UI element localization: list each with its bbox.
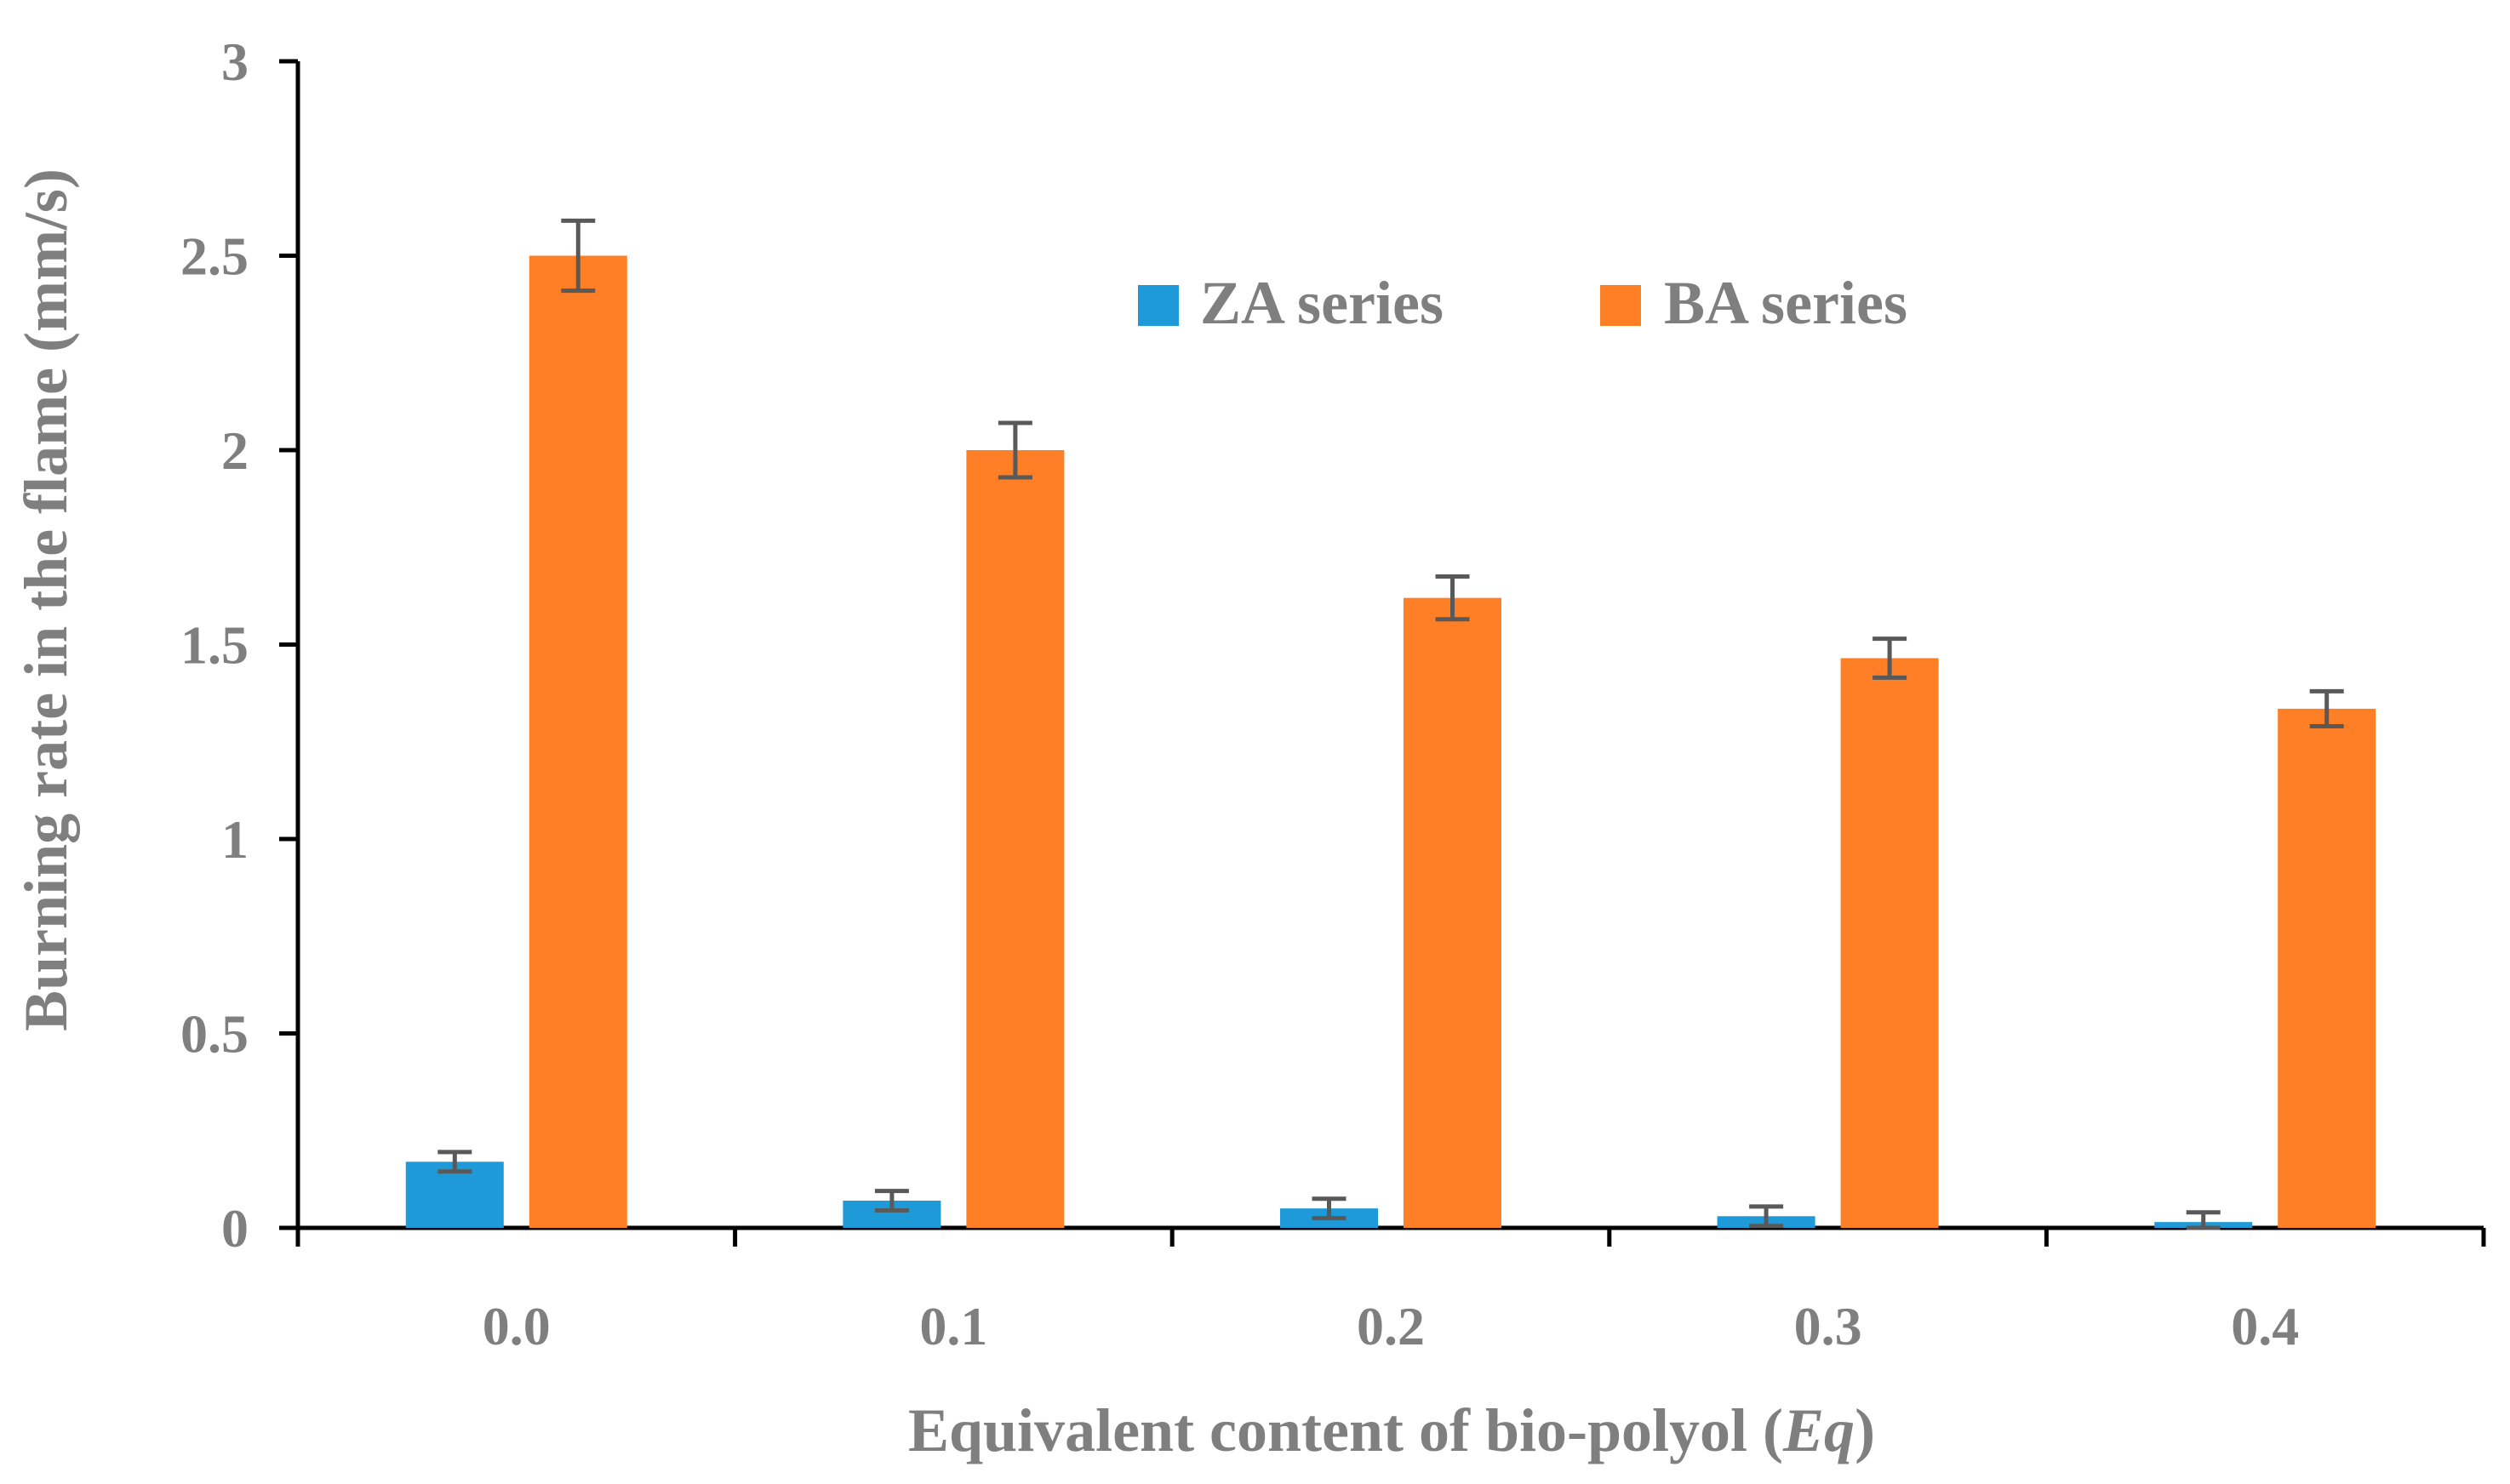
ba-error-bar [561,218,596,294]
ba-error-bar [2309,688,2344,728]
y-tick-labels: 0 0.5 1 1.5 2 2.5 3 [180,31,249,1259]
axes [279,59,2486,1247]
legend-label-za: ZA series [1200,269,1444,337]
y-axis-title: Burning rate in the flame (mm/s) [12,168,80,1031]
ba-bar [2278,708,2376,1228]
error-bars [437,218,2344,1230]
x-tick-label: 0.3 [1794,1296,1862,1356]
legend-label-ba: BA series [1664,269,1907,337]
x-tick-label: 0.2 [1357,1296,1425,1356]
x-axis-title-italic: Eq [1782,1396,1855,1464]
x-tick-label: 0.4 [2231,1296,2299,1356]
x-tick-labels: 0.0 0.1 0.2 0.3 0.4 [483,1296,2299,1356]
za-error-bar [437,1150,472,1174]
y-tick-label: 2.5 [180,226,249,287]
ba-bar [1840,658,1939,1228]
za-error-bar [2186,1210,2221,1230]
y-tick-label: 0.5 [180,1004,249,1064]
y-tick-label: 0 [221,1198,249,1259]
legend: ZA series BA series [1138,269,1907,337]
x-axis-title-end: ) [1855,1396,1875,1464]
ba-error-bar [1872,636,1907,680]
ba-bar [1404,597,1501,1228]
x-axis-title-main: Equivalent content of bio-polyol ( [908,1396,1783,1464]
ba-bar [529,255,627,1228]
za-error-bar [1312,1196,1346,1221]
bars [405,255,2376,1228]
y-tick-label: 2 [221,420,249,481]
za-error-bar [874,1189,909,1213]
x-tick-label: 0.1 [919,1296,987,1356]
ba-bar [966,450,1065,1228]
y-tick-label: 1 [221,809,249,870]
legend-swatch-ba [1600,285,1641,326]
ba-error-bar [998,420,1032,480]
za-error-bar [1749,1204,1784,1229]
ba-error-bar [1435,574,1470,622]
y-tick-label: 1.5 [180,615,249,676]
x-axis-title: Equivalent content of bio-polyol (Eq) [908,1396,1875,1464]
y-tick-label: 3 [221,31,249,92]
legend-swatch-za [1138,285,1179,326]
x-tick-label: 0.0 [483,1296,551,1356]
